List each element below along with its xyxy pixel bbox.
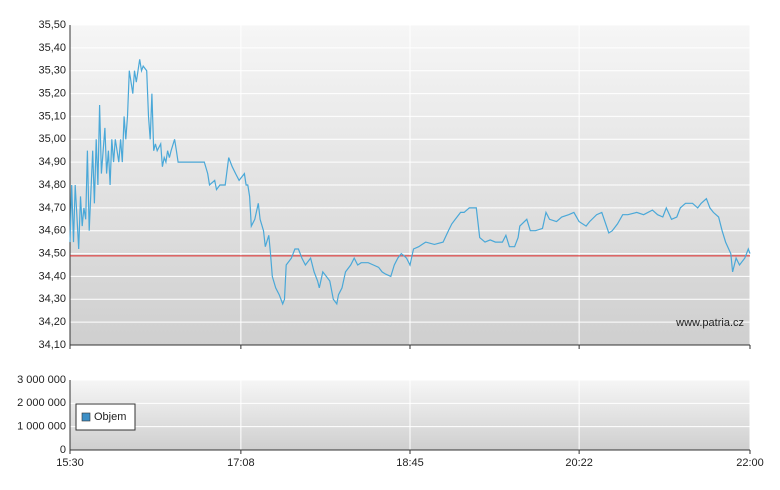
y-tick-label: 35,30 xyxy=(38,65,66,77)
y-tick-label: 34,10 xyxy=(38,339,66,351)
y-tick-label: 35,50 xyxy=(38,19,66,31)
y-tick-label: 35,10 xyxy=(38,110,66,122)
y-tick-label: 34,90 xyxy=(38,156,66,168)
y-tick-label: 35,20 xyxy=(38,87,66,99)
y-tick-label: 3 000 000 xyxy=(17,374,66,386)
watermark: www.patria.cz xyxy=(675,317,744,329)
y-tick-label: 34,80 xyxy=(38,179,66,191)
y-tick-label: 34,70 xyxy=(38,202,66,214)
x-tick-label: 17:08 xyxy=(227,457,255,469)
legend-swatch xyxy=(81,412,91,422)
legend-label: Objem xyxy=(94,411,126,423)
y-tick-label: 0 xyxy=(60,444,66,456)
x-tick-label: 20:22 xyxy=(565,457,593,469)
y-tick-label: 34,40 xyxy=(38,270,66,282)
y-tick-label: 2 000 000 xyxy=(17,397,66,409)
x-tick-label: 18:45 xyxy=(396,457,424,469)
y-tick-label: 34,20 xyxy=(38,316,66,328)
legend: Objem xyxy=(75,403,136,431)
y-tick-label: 1 000 000 xyxy=(17,421,66,433)
x-tick-label: 22:00 xyxy=(736,457,764,469)
y-tick-label: 35,00 xyxy=(38,133,66,145)
x-tick-label: 15:30 xyxy=(56,457,84,469)
y-tick-label: 34,30 xyxy=(38,293,66,305)
y-tick-label: 34,50 xyxy=(38,247,66,259)
y-tick-label: 35,40 xyxy=(38,42,66,54)
price-line xyxy=(69,59,751,306)
y-tick-label: 34,60 xyxy=(38,225,66,237)
